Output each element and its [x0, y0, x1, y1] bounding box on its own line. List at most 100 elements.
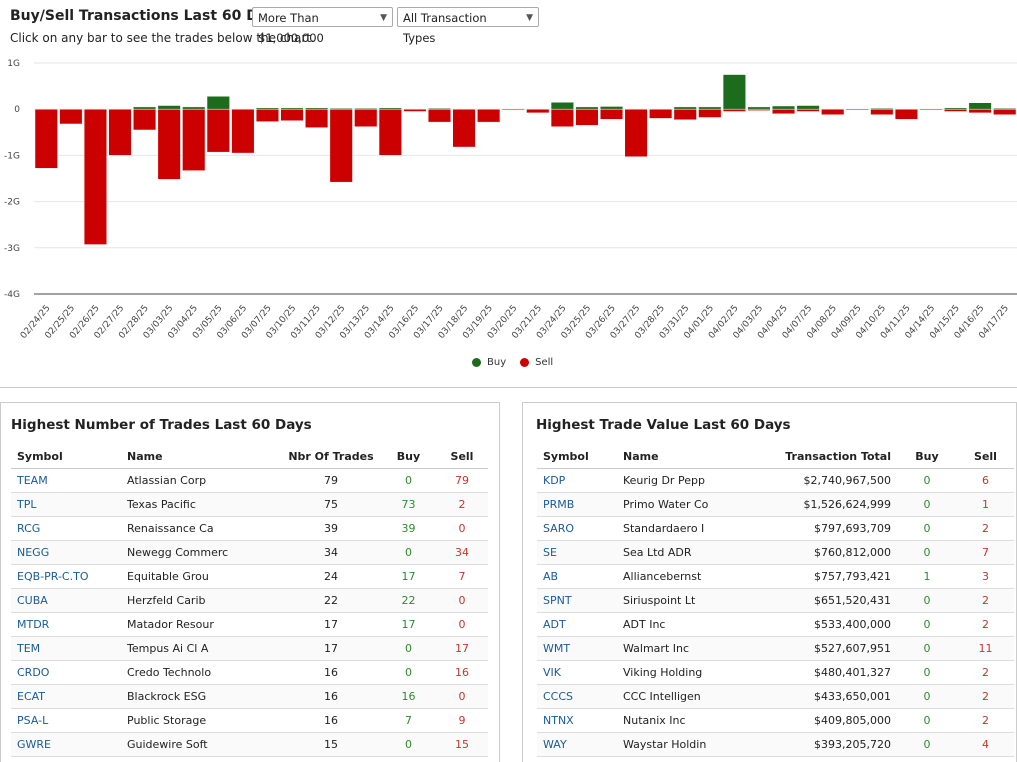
- column-header[interactable]: Buy: [897, 444, 957, 469]
- bar-sell[interactable]: [477, 108, 501, 123]
- bar-buy[interactable]: [182, 106, 206, 110]
- table-row[interactable]: ADT ADT Inc $533,400,000 0 2: [537, 612, 1014, 637]
- symbol-link[interactable]: RCG: [11, 516, 121, 541]
- table-row[interactable]: CUBA Herzfeld Carib 22 22 0: [11, 588, 488, 613]
- symbol-link[interactable]: VIK: [537, 660, 617, 685]
- bar-sell[interactable]: [599, 108, 624, 120]
- value-filter-dropdown[interactable]: More Than $1,000,000 ▼: [252, 7, 393, 45]
- bar-sell[interactable]: [206, 108, 230, 153]
- bar-buy[interactable]: [599, 106, 624, 110]
- symbol-link[interactable]: WMT: [537, 636, 617, 661]
- table-row[interactable]: EQB-PR-C.TO Equitable Grou 24 17 7: [11, 564, 488, 589]
- table-row[interactable]: PRMB Primo Water Co $1,526,624,999 0 1: [537, 492, 1014, 517]
- bar-buy[interactable]: [722, 74, 746, 110]
- symbol-link[interactable]: WAY: [537, 732, 617, 757]
- bar-sell[interactable]: [280, 108, 304, 122]
- table-row[interactable]: CCCS CCC Intelligen $433,650,001 0 2: [537, 684, 1014, 709]
- symbol-link[interactable]: NTNX: [537, 708, 617, 733]
- column-header[interactable]: Buy: [381, 444, 436, 469]
- symbol-link[interactable]: ADT: [537, 612, 617, 637]
- legend-item-buy[interactable]: Buy: [472, 357, 506, 368]
- symbol-link[interactable]: NEGG: [11, 540, 121, 565]
- bar-buy[interactable]: [771, 105, 796, 110]
- bar-sell[interactable]: [673, 108, 697, 121]
- column-header[interactable]: Sell: [957, 444, 1014, 469]
- bar-sell[interactable]: [722, 108, 746, 112]
- bar-sell[interactable]: [624, 108, 648, 158]
- table-row[interactable]: CRDO Credo Technolo 16 0 16: [11, 660, 488, 685]
- table-row[interactable]: NEGG Newegg Commerc 34 0 34: [11, 540, 488, 565]
- bar-sell[interactable]: [993, 108, 1017, 115]
- table-row[interactable]: TEAM Atlassian Corp 79 0 79: [11, 468, 488, 493]
- bar-sell[interactable]: [329, 108, 353, 183]
- symbol-link[interactable]: KDP: [537, 468, 617, 493]
- bar-sell[interactable]: [108, 108, 132, 156]
- column-header[interactable]: Name: [121, 444, 281, 469]
- bar-buy[interactable]: [133, 106, 157, 110]
- symbol-link[interactable]: PRMB: [537, 492, 617, 517]
- symbol-link[interactable]: TEAM: [11, 468, 121, 493]
- bar-buy[interactable]: [157, 105, 181, 110]
- column-header[interactable]: Sell: [436, 444, 488, 469]
- table-row[interactable]: MTDR Matador Resour 17 17 0: [11, 612, 488, 637]
- bar-buy[interactable]: [698, 106, 722, 110]
- bar-sell[interactable]: [968, 108, 992, 114]
- bar-sell[interactable]: [231, 108, 255, 154]
- table-row[interactable]: PSA-L Public Storage 16 7 9: [11, 708, 488, 733]
- bar-sell[interactable]: [919, 108, 943, 111]
- table-row[interactable]: SPNT Siriuspoint Lt $651,520,431 0 2: [537, 588, 1014, 613]
- bar-sell[interactable]: [133, 108, 157, 131]
- symbol-link[interactable]: CUBA: [11, 588, 121, 613]
- symbol-link[interactable]: AB: [537, 564, 617, 589]
- symbol-link[interactable]: TPL: [11, 492, 121, 517]
- bar-buy[interactable]: [550, 102, 574, 110]
- bar-sell[interactable]: [649, 108, 673, 119]
- bar-sell[interactable]: [255, 108, 280, 122]
- bar-sell[interactable]: [575, 108, 599, 126]
- table-row[interactable]: RCG Renaissance Ca 39 39 0: [11, 516, 488, 541]
- table-row[interactable]: SE Sea Ltd ADR $760,812,000 0 7: [537, 540, 1014, 565]
- column-header[interactable]: Symbol: [537, 444, 617, 469]
- bar-buy[interactable]: [747, 106, 771, 110]
- table-row[interactable]: SARO Standardaero I $797,693,709 0 2: [537, 516, 1014, 541]
- table-row[interactable]: ECAT Blackrock ESG 16 16 0: [11, 684, 488, 709]
- symbol-link[interactable]: SE: [537, 540, 617, 565]
- table-row[interactable]: TPL Texas Pacific 75 73 2: [11, 492, 488, 517]
- bar-sell[interactable]: [403, 108, 427, 112]
- table-row[interactable]: WAY Waystar Holdin $393,205,720 0 4: [537, 732, 1014, 757]
- bar-sell[interactable]: [452, 108, 476, 148]
- bar-sell[interactable]: [821, 108, 845, 115]
- bar-sell[interactable]: [501, 108, 525, 111]
- bar-buy[interactable]: [796, 105, 820, 110]
- bar-sell[interactable]: [747, 108, 771, 111]
- table-row[interactable]: AB Alliancebernst $757,793,421 1 3: [537, 564, 1014, 589]
- bar-sell[interactable]: [845, 108, 869, 111]
- bar-sell[interactable]: [526, 108, 550, 114]
- symbol-link[interactable]: CRDO: [11, 660, 121, 685]
- column-header[interactable]: Symbol: [11, 444, 121, 469]
- symbol-link[interactable]: EQB-PR-C.TO: [11, 564, 121, 589]
- table-row[interactable]: GWRE Guidewire Soft 15 0 15: [11, 732, 488, 757]
- bar-sell[interactable]: [305, 108, 329, 128]
- bar-sell[interactable]: [157, 108, 181, 180]
- bar-buy[interactable]: [206, 96, 230, 110]
- bar-sell[interactable]: [34, 108, 58, 169]
- symbol-link[interactable]: MTDR: [11, 612, 121, 637]
- bar-sell[interactable]: [698, 108, 722, 118]
- table-row[interactable]: WMT Walmart Inc $527,607,951 0 11: [537, 636, 1014, 661]
- legend-item-sell[interactable]: Sell: [520, 357, 553, 368]
- symbol-link[interactable]: GWRE: [11, 732, 121, 757]
- bar-sell[interactable]: [59, 108, 83, 125]
- bar-sell[interactable]: [771, 108, 796, 115]
- symbol-link[interactable]: ECAT: [11, 684, 121, 709]
- bar-buy[interactable]: [673, 106, 697, 110]
- table-row[interactable]: NTNX Nutanix Inc $409,805,000 0 2: [537, 708, 1014, 733]
- column-header[interactable]: Transaction Total: [747, 444, 897, 469]
- bar-sell[interactable]: [378, 108, 402, 156]
- symbol-link[interactable]: CCCS: [537, 684, 617, 709]
- table-row[interactable]: VIK Viking Holding $480,401,327 0 2: [537, 660, 1014, 685]
- symbol-link[interactable]: SPNT: [537, 588, 617, 613]
- symbol-link[interactable]: SARO: [537, 516, 617, 541]
- bar-buy[interactable]: [968, 102, 992, 110]
- bar-sell[interactable]: [354, 108, 378, 128]
